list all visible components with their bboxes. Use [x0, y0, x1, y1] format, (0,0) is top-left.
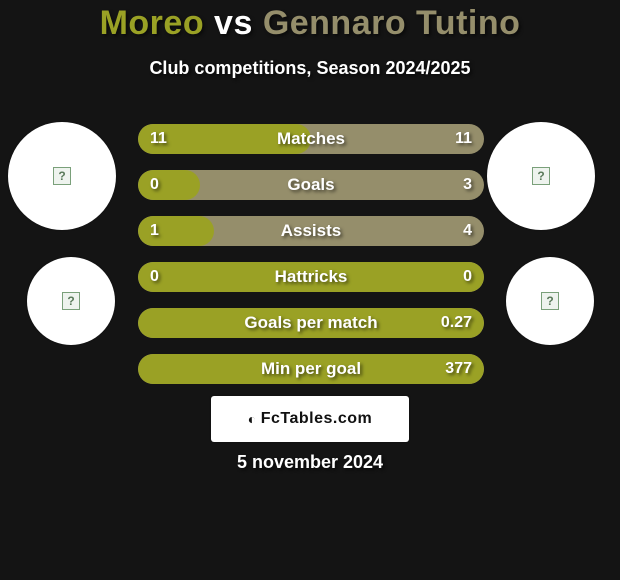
stat-bar-label: Hattricks	[138, 262, 484, 292]
stat-bar: Matches11 11	[138, 124, 484, 154]
title-vs: vs	[204, 4, 263, 42]
stat-bar: Min per goal377	[138, 354, 484, 384]
stat-bar: Assists1 4	[138, 216, 484, 246]
stat-bar: Hattricks0 0	[138, 262, 484, 292]
stat-bar-label: Goals per match	[138, 308, 484, 338]
player1-player-circle: ?	[27, 257, 115, 345]
stat-bar-value-right: 377	[445, 354, 472, 384]
stat-bar-label: Assists	[138, 216, 484, 246]
broken-image-icon: ?	[62, 292, 80, 310]
player2-player-circle: ?	[506, 257, 594, 345]
comparison-infographic: Moreo vs Gennaro Tutino Club competition…	[0, 0, 620, 580]
player2-club-circle: ?	[487, 122, 595, 230]
stat-bar-value-right: 0.27	[441, 308, 472, 338]
player1-club-circle: ?	[8, 122, 116, 230]
stat-bar-value-right: 4	[463, 216, 472, 246]
page-title: Moreo vs Gennaro Tutino	[0, 4, 620, 43]
stat-bar-value-right: 0	[463, 262, 472, 292]
broken-image-icon: ?	[541, 292, 559, 310]
title-player2: Gennaro Tutino	[263, 4, 521, 42]
date-text: 5 november 2024	[0, 452, 620, 473]
stat-bar-value-left: 0	[150, 170, 159, 200]
stat-bar-label: Min per goal	[138, 354, 484, 384]
stat-bar-value-left: 11	[150, 124, 167, 154]
stat-bar-value-right: 3	[463, 170, 472, 200]
fctables-logo: ◐ FcTables.com	[211, 396, 409, 442]
broken-image-icon: ?	[532, 167, 550, 185]
subtitle: Club competitions, Season 2024/2025	[0, 58, 620, 79]
stat-bar: Goals0 3	[138, 170, 484, 200]
stat-bar-value-right: 11	[455, 124, 472, 154]
fctables-logo-text: FcTables.com	[261, 410, 373, 428]
stat-bar-value-left: 0	[150, 262, 159, 292]
stat-bar-label: Goals	[138, 170, 484, 200]
stat-bar-value-left: 1	[150, 216, 159, 246]
title-player1: Moreo	[100, 4, 205, 42]
fctables-logo-mark: ◐	[248, 411, 257, 427]
stat-bar: Goals per match0.27	[138, 308, 484, 338]
stat-bar-label: Matches	[138, 124, 484, 154]
broken-image-icon: ?	[53, 167, 71, 185]
